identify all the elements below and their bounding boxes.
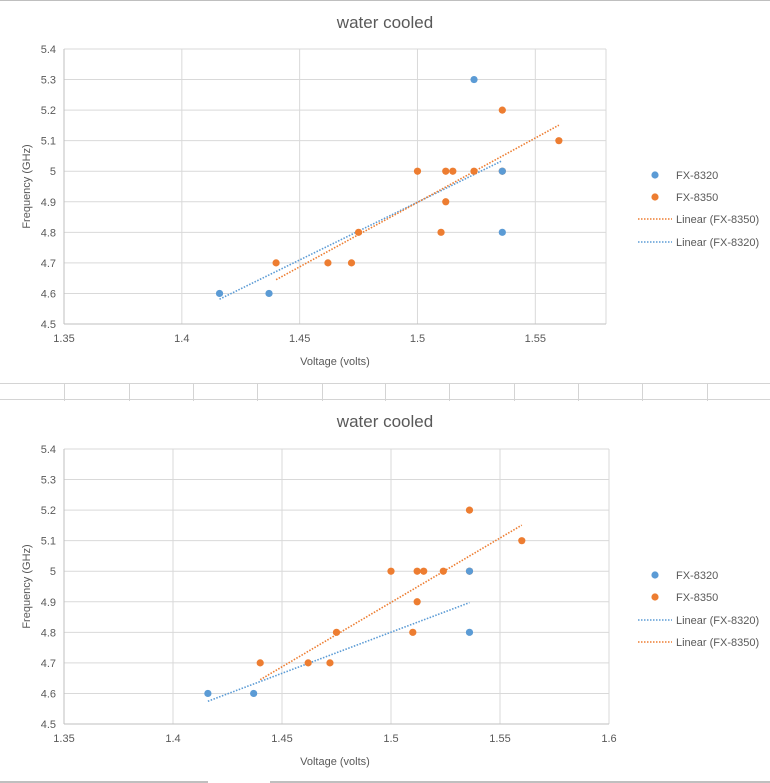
data-point-fx-8350 [256,659,264,667]
scatter-chart-top[interactable]: water cooled 4.5 4.6 4.7 4.8 4.9 5 5.1 5.2 5.3 5.4… [0,0,770,383]
trendline-fx-8350 [259,524,523,681]
y-tick-label: 5 [50,566,56,578]
y-tick-label: 4.5 [41,319,56,331]
y-tick-label: 5.1 [41,136,56,148]
legend-label: FX-8320 [676,170,718,182]
data-point-fx-8350 [498,106,506,114]
y-tick-label: 5.2 [41,505,56,517]
y-tick-label: 4.5 [41,719,56,731]
legend-marker-icon [651,571,659,579]
y-tick-label: 4.9 [41,597,56,609]
data-point-fx-8350 [413,567,421,575]
legend-marker-icon [651,193,659,201]
x-tick-label: 1.4 [165,733,180,745]
legend-label: FX-8350 [676,192,718,204]
chart-title: water cooled [336,412,433,431]
legend-label: Linear (FX-8320) [676,615,759,627]
legend-marker-icon [651,171,659,179]
data-point-fx-8350 [304,659,312,667]
data-point-fx-8350 [449,167,457,175]
data-point-fx-8350 [324,259,332,267]
legend-marker-icon [651,593,659,601]
data-point-fx-8350 [332,628,341,636]
x-axis-label: Voltage (volts) [300,756,370,768]
data-point-fx-8350 [413,598,421,606]
data-point-fx-8350 [413,167,422,175]
y-tick-label: 5.4 [41,444,56,456]
y-tick-label: 4.6 [41,288,56,300]
y-tick-label: 5.1 [41,536,56,548]
data-point-fx-8350 [409,628,417,636]
data-point-fx-8350 [555,137,563,145]
y-axis-label: Frequency (GHz) [21,544,33,628]
data-point-fx-8350 [439,567,447,575]
data-point-fx-8320 [470,75,478,84]
data-point-fx-8350 [470,167,478,175]
y-tick-label: 4.8 [41,227,56,239]
y-tick-label: 4.8 [41,627,56,639]
data-point-fx-8350 [347,259,356,267]
legend-label: FX-8320 [676,570,718,582]
data-point-fx-8350 [326,659,334,667]
sheet-edge [270,781,770,783]
x-tick-label: 1.55 [489,733,510,745]
data-point-fx-8320 [204,689,212,698]
spreadsheet-grid-row [0,383,770,401]
data-point-fx-8350 [354,228,363,236]
data-point-fx-8320 [465,628,474,636]
x-tick-label: 1.55 [525,333,546,345]
x-tick-label: 1.5 [410,333,425,345]
x-tick-label: 1.45 [271,733,292,745]
y-tick-label: 5.4 [41,44,56,56]
data-point-fx-8320 [498,228,506,236]
y-tick-label: 4.6 [41,688,56,700]
y-tick-label: 5.3 [41,475,56,487]
trendline-fx-8320 [207,601,470,702]
y-tick-label: 5.3 [41,75,56,87]
data-point-fx-8350 [442,198,450,206]
data-point-fx-8350 [465,506,474,514]
data-point-fx-8350 [518,537,526,545]
y-tick-label: 4.7 [41,258,56,270]
chart-svg: water cooled 4.5 4.6 4.7 4.8 4.9 5 5.1 5.2 5.3 5.4… [21,412,759,768]
data-point-fx-8350 [387,567,395,575]
y-axis-label: Frequency (GHz) [21,144,33,228]
data-point-fx-8320 [498,167,506,175]
x-tick-label: 1.35 [53,733,74,745]
data-point-fx-8320 [250,689,258,698]
y-tick-label: 5.2 [41,105,56,117]
legend-label: Linear (FX-8350) [676,637,759,649]
data-point-fx-8320 [265,289,273,298]
y-tick-label: 4.9 [41,197,56,209]
x-tick-label: 1.4 [174,333,189,345]
data-point-fx-8350 [437,228,445,236]
data-point-fx-8350 [272,259,280,267]
x-axis-label: Voltage (volts) [300,356,370,368]
x-tick-label: 1.5 [383,733,398,745]
sheet-edge [0,781,208,783]
legend-label: Linear (FX-8350) [676,214,759,226]
chart-title: water cooled [336,13,433,32]
x-tick-label: 1.45 [289,333,310,345]
data-point-fx-8320 [465,567,474,575]
chart-svg: water cooled 4.5 4.6 4.7 4.8 4.9 5 5.1 5.2 5.3 5.4… [21,13,759,368]
legend-label: FX-8350 [676,592,718,604]
data-point-fx-8350 [442,167,450,175]
x-tick-label: 1.6 [601,733,616,745]
legend-label: Linear (FX-8320) [676,237,759,249]
scatter-chart-bottom[interactable]: water cooled 4.5 4.6 4.7 4.8 4.9 5 5.1 5.2 5.3 5.4… [0,400,770,783]
data-point-fx-8320 [215,289,224,298]
y-tick-label: 5 [50,166,56,178]
data-point-fx-8350 [420,567,428,575]
y-tick-label: 4.7 [41,658,56,670]
x-tick-label: 1.35 [53,333,74,345]
